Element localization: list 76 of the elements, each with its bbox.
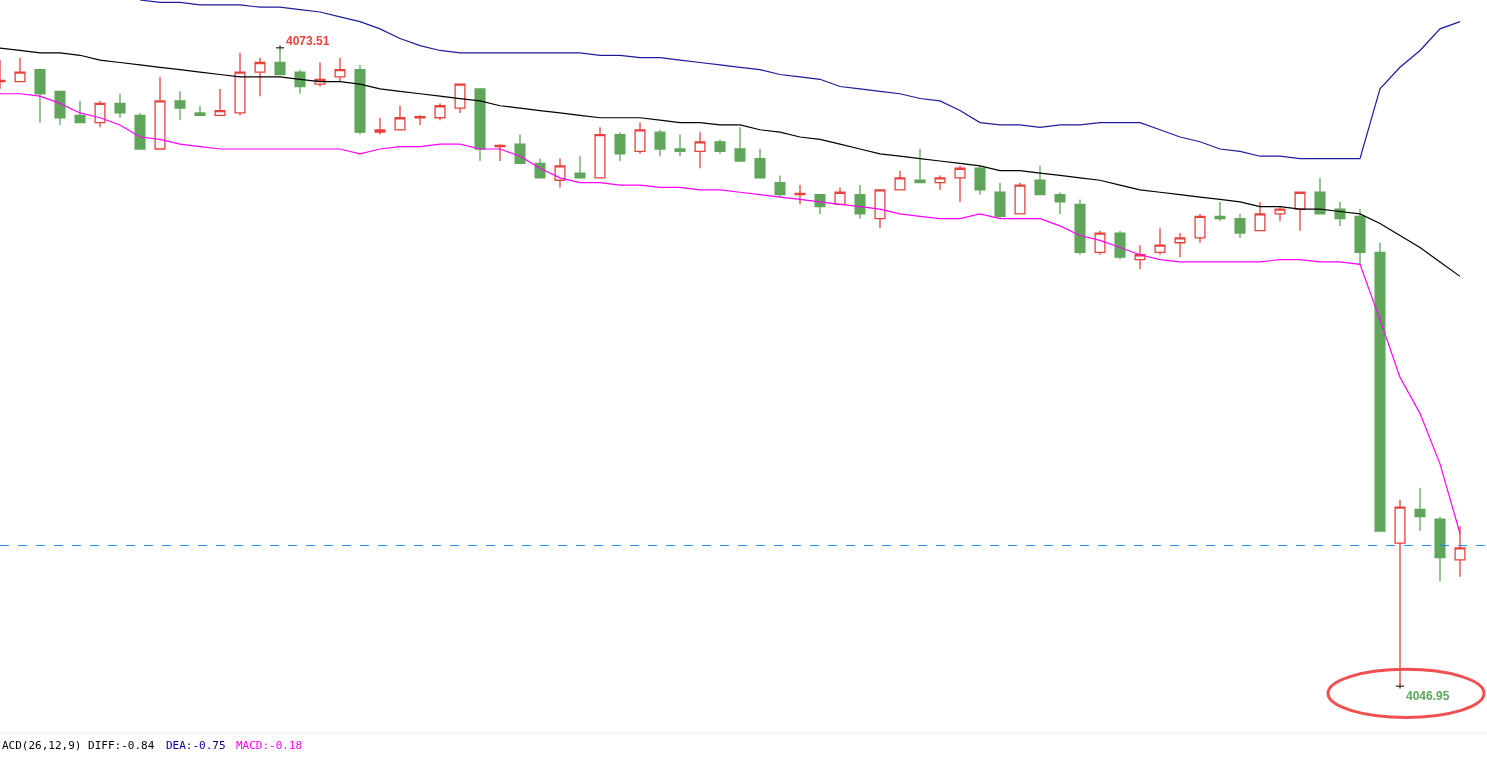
candlestick [694,131,706,169]
candlestick [34,69,46,124]
candlestick [274,47,286,76]
candlestick [794,184,806,205]
candlestick [1034,165,1046,196]
annotation: 4073.51 [286,34,330,48]
candlestick [1234,213,1246,239]
text: ACD(26,12,9) DIFF:-0.84 [2,739,155,752]
candlestick [134,112,146,150]
candlestick [414,114,426,126]
candlestick [1214,201,1226,222]
candlestick [534,157,546,179]
candlestick [494,143,506,162]
candlestick [1354,208,1366,266]
candlestick [754,148,766,179]
candlestick [214,88,226,117]
candlestick [1254,201,1266,232]
candlestick [834,186,846,205]
candlestick [714,138,726,155]
candlestick [14,57,26,83]
candlestick [394,105,406,131]
candlestick [1314,177,1326,215]
candlestick [594,126,606,179]
candlestick [114,93,126,119]
candlestick [814,194,826,215]
candlestick [1454,525,1466,578]
candlestick [554,157,566,189]
candlestick [954,165,966,203]
candlestick [234,52,246,117]
candlestick [1294,191,1306,232]
candlestick [1154,227,1166,256]
candlestick [614,131,626,162]
candlestick [1394,499,1406,687]
candlestick [894,169,906,191]
candlestick [54,90,66,126]
candlestick [1014,182,1026,215]
candlestick [854,184,866,220]
candlestick [154,76,166,150]
candlestick [1094,230,1106,256]
candlestick [194,105,206,117]
candlestick [254,57,266,97]
candlestick [1174,232,1186,258]
candlestick [1414,487,1426,532]
candlestick [734,126,746,162]
text: MACD:-0.18 [236,739,303,752]
candlestick [434,102,446,121]
candlestick [454,83,466,114]
candlestick [654,129,666,157]
candlestick [334,57,346,83]
candlestick [634,121,646,155]
candlestick [674,133,686,157]
candlestick [1114,230,1126,261]
candlestick [1054,191,1066,215]
candlestick [1134,244,1146,270]
candlestick [1374,242,1386,532]
candlestick [514,133,526,165]
candlestick [914,148,926,184]
candlestick [994,182,1006,220]
candlestick [1074,198,1086,256]
candlestick [974,165,986,196]
candlestick [74,100,86,124]
candlestick [374,117,386,136]
candlestick [294,69,306,95]
annotation: 4046.95 [1406,689,1450,703]
text: DEA:-0.75 [166,739,226,752]
candlestick [474,88,486,162]
candlestick [934,174,946,191]
candlestick [1274,206,1286,222]
candlestick [874,189,886,229]
candlestick [1434,516,1446,583]
candlestick [1194,213,1206,244]
candlestick [774,174,786,198]
candlestick [94,100,106,129]
candlestick [354,64,366,136]
candlestick [174,90,186,121]
candlestick [574,155,586,179]
